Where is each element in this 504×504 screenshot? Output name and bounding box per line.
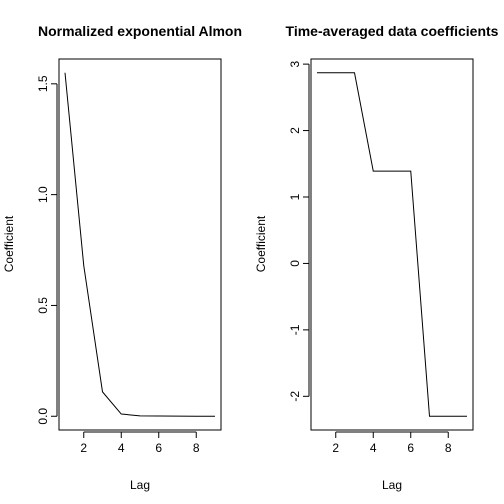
x-tick-label: 2 <box>332 441 339 455</box>
y-tick-label: 0.0 <box>36 408 50 425</box>
x-tick-label: 8 <box>193 441 200 455</box>
x-tick-label: 8 <box>445 441 452 455</box>
series-line <box>317 72 467 417</box>
chart-panel-almon: Normalized exponential Almon Lag Coeffic… <box>2 23 242 492</box>
y-axis-label: Coefficient <box>2 215 16 272</box>
y-tick-label: 1.5 <box>36 75 50 92</box>
y-tick-label: 0 <box>288 260 302 267</box>
plot-frame <box>310 58 474 431</box>
y-axis-label: Coefficient <box>254 215 268 272</box>
y-tick-label: -2 <box>288 391 302 402</box>
x-axis-label: Lag <box>130 478 150 492</box>
x-tick-label: 6 <box>407 441 414 455</box>
x-tick-label: 4 <box>118 441 125 455</box>
chart-title: Normalized exponential Almon <box>38 23 242 39</box>
y-tick-label: 1 <box>288 193 302 200</box>
y-tick-label: 0.5 <box>36 297 50 314</box>
x-tick-label: 6 <box>155 441 162 455</box>
x-tick-label: 2 <box>80 441 87 455</box>
y-tick-label: 2 <box>288 127 302 134</box>
y-tick-label: -1 <box>288 324 302 335</box>
y-tick-label: 1.0 <box>36 186 50 203</box>
x-tick-label: 4 <box>370 441 377 455</box>
plot-frame <box>58 58 222 431</box>
chart-panel-time-averaged: Time-averaged data coefficients Lag Coef… <box>254 23 499 492</box>
y-tick-label: 3 <box>288 60 302 67</box>
chart-title: Time-averaged data coefficients <box>286 23 499 39</box>
series-line <box>64 72 216 417</box>
x-axis-label: Lag <box>382 478 402 492</box>
